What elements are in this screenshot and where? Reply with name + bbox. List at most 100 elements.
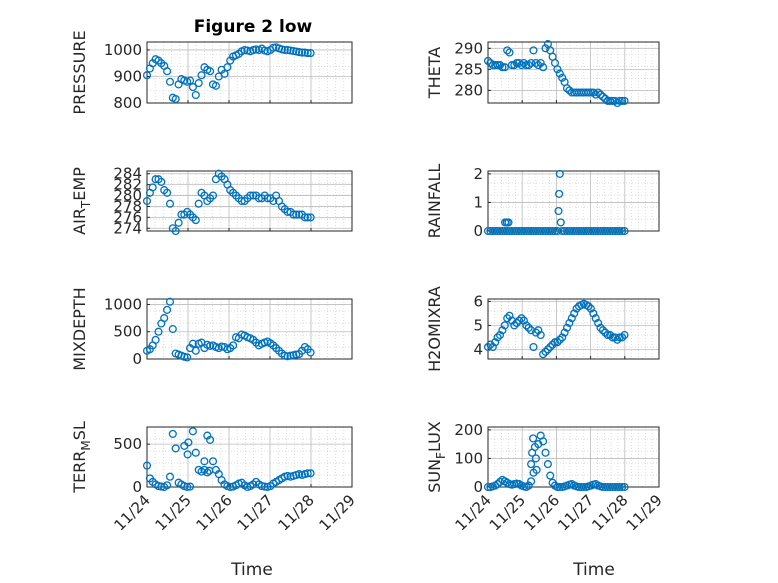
data-point	[515, 316, 524, 325]
data-point	[539, 63, 548, 72]
data-point	[536, 58, 545, 68]
data-point	[495, 61, 505, 70]
data-point	[548, 340, 557, 349]
data-point	[163, 188, 172, 197]
subplot-6: 4 5 6 H2OMIXRA	[425, 286, 660, 372]
data-point	[529, 46, 538, 55]
major-grid	[488, 42, 659, 103]
data-point	[527, 477, 536, 486]
data-point	[596, 90, 605, 99]
minor-grid	[147, 299, 352, 359]
data-point	[532, 465, 541, 474]
x-tick-label: 11/24	[111, 491, 154, 534]
data-point	[165, 77, 175, 86]
data-point	[165, 199, 175, 208]
data-point	[168, 429, 177, 438]
series-markers	[483, 431, 629, 492]
y-axis-label: THETA	[425, 47, 444, 99]
y-tick-label: 0	[132, 478, 142, 496]
y-tick-label: 500	[113, 323, 142, 341]
data-point	[606, 330, 615, 340]
y-axis-label: TERRMSL	[70, 421, 93, 494]
data-point	[165, 297, 175, 306]
axes-box	[487, 426, 660, 488]
data-point	[163, 481, 172, 490]
data-point	[618, 226, 627, 236]
data-point	[163, 305, 172, 314]
data-point	[555, 335, 564, 344]
data-point	[565, 318, 574, 328]
y-tick-label: 285	[454, 60, 483, 78]
data-point	[524, 323, 533, 332]
data-point	[191, 216, 200, 225]
series-markers	[142, 169, 315, 236]
data-point	[620, 226, 629, 236]
data-point	[194, 79, 203, 88]
data-point	[505, 311, 514, 320]
data-point	[553, 65, 562, 74]
data-point	[303, 469, 312, 478]
major-grid	[488, 299, 659, 359]
data-point	[500, 63, 509, 72]
y-tick-label: 274	[113, 219, 142, 237]
data-point	[606, 96, 615, 105]
data-point	[512, 318, 521, 328]
axes-box	[146, 170, 353, 232]
y-axis-label: AIRTEMP	[70, 167, 93, 235]
y-tick-label: 290	[454, 39, 483, 57]
y-tick-label: 280	[113, 187, 142, 205]
data-point	[486, 340, 495, 349]
data-point	[303, 49, 312, 58]
x-tick-label: 11/24	[452, 491, 495, 534]
data-point	[594, 318, 603, 328]
y-tick-label: 0	[132, 350, 142, 368]
x-tick-label: 11/25	[152, 491, 195, 534]
x-tick-label: 11/29	[316, 491, 359, 534]
data-point	[615, 333, 624, 342]
major-grid	[147, 299, 352, 360]
data-point	[534, 326, 543, 335]
data-point	[257, 482, 266, 491]
subplot-1: 800 900 1000 PRESSURE	[70, 30, 353, 115]
series-markers	[483, 169, 629, 236]
data-point	[620, 96, 629, 105]
data-point	[586, 304, 595, 313]
data-point	[556, 218, 565, 227]
data-point	[194, 199, 203, 208]
data-point	[205, 466, 214, 475]
data-point	[541, 44, 550, 53]
y-tick-label: 100	[454, 449, 483, 467]
data-point	[191, 90, 200, 100]
data-point	[183, 353, 192, 362]
x-tick-label: 11/29	[623, 491, 666, 534]
axes-box	[146, 298, 353, 360]
data-point	[211, 81, 220, 90]
data-point	[598, 92, 607, 101]
data-point	[591, 90, 600, 99]
data-point	[148, 183, 157, 192]
data-point	[191, 448, 200, 457]
y-tick-label: 284	[113, 165, 142, 183]
y-tick-label: 280	[454, 81, 483, 99]
data-point	[280, 45, 289, 55]
data-point	[495, 330, 505, 340]
data-point	[589, 88, 598, 97]
data-point	[541, 347, 550, 356]
data-point	[591, 314, 600, 323]
data-point	[486, 58, 495, 68]
data-point	[543, 460, 552, 469]
y-tick-label: 278	[113, 197, 142, 215]
data-point	[286, 351, 295, 360]
data-point	[589, 309, 598, 318]
data-point	[292, 210, 301, 219]
x-axis-label-left: Time	[230, 560, 273, 580]
data-point	[208, 191, 218, 200]
y-tick-label: 1000	[104, 295, 142, 313]
data-point	[289, 210, 298, 219]
data-point	[519, 316, 528, 325]
y-tick-label: 4	[473, 340, 483, 358]
data-point	[620, 482, 629, 492]
data-point	[184, 438, 193, 447]
data-point	[488, 342, 497, 352]
data-point	[522, 61, 531, 70]
